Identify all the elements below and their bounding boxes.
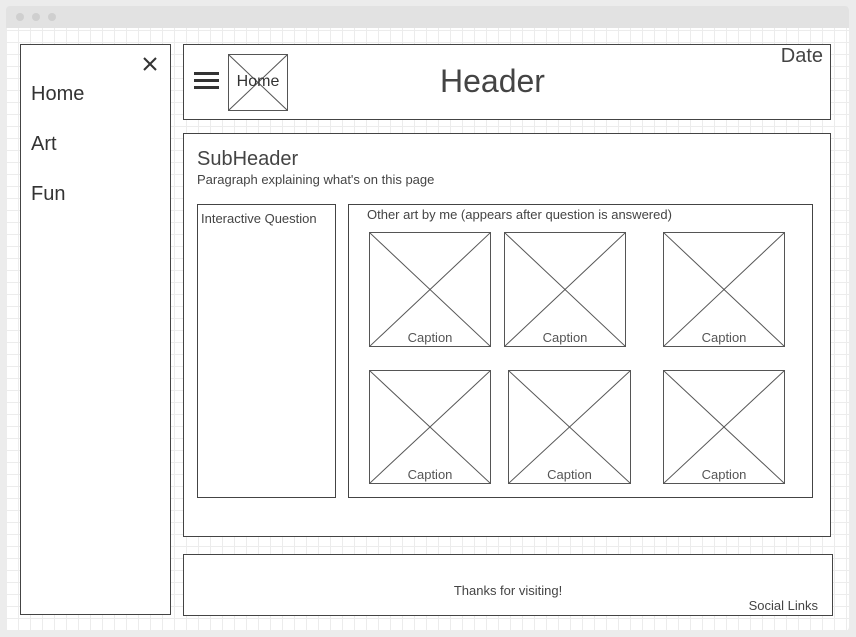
art-thumbnail[interactable]: Caption: [663, 232, 785, 347]
art-thumbnail[interactable]: Caption: [663, 370, 785, 484]
image-placeholder-icon: [370, 233, 490, 346]
image-placeholder-icon: [505, 233, 625, 346]
footer-thanks: Thanks for visiting!: [453, 583, 563, 598]
sidebar-item-art[interactable]: Art: [31, 133, 57, 155]
sidebar-item-fun[interactable]: Fun: [31, 183, 66, 205]
page-title: Header: [440, 63, 545, 99]
footer: Thanks for visiting! Social Links: [183, 554, 833, 616]
art-gallery-panel: Other art by me (appears after question …: [348, 204, 813, 498]
art-caption: Caption: [547, 467, 592, 482]
art-caption: Caption: [407, 330, 453, 345]
sidebar-item-home[interactable]: Home: [31, 83, 85, 105]
home-logo-label: Home: [236, 73, 280, 90]
image-placeholder-icon: [229, 55, 287, 110]
browser-window: Home Art Fun Home Header Date SubHeader …: [6, 6, 849, 631]
social-links[interactable]: Social Links: [748, 598, 818, 613]
image-placeholder-icon: [664, 233, 784, 346]
hamburger-icon[interactable]: [194, 70, 220, 92]
art-thumbnail[interactable]: Caption: [369, 232, 491, 347]
art-caption: Caption: [407, 467, 453, 482]
image-placeholder-icon: [370, 371, 490, 483]
window-control-dot[interactable]: [32, 13, 40, 21]
art-thumbnail[interactable]: Caption: [504, 232, 626, 347]
page-description: Paragraph explaining what's on this page: [197, 172, 435, 187]
window-control-dot[interactable]: [16, 13, 24, 21]
image-placeholder-icon: [509, 371, 630, 483]
interactive-question-panel[interactable]: Interactive Question: [197, 204, 336, 498]
window-titlebar: [6, 6, 849, 28]
art-thumbnail[interactable]: Caption: [508, 370, 631, 484]
home-logo-button[interactable]: Home: [228, 54, 288, 111]
art-caption: Caption: [542, 330, 588, 345]
date-label: Date: [780, 45, 823, 67]
window-control-dot[interactable]: [48, 13, 56, 21]
art-gallery-title: Other art by me (appears after question …: [367, 207, 672, 222]
art-thumbnail[interactable]: Caption: [369, 370, 491, 484]
subheader: SubHeader: [197, 148, 299, 170]
close-icon[interactable]: [141, 55, 159, 73]
image-placeholder-icon: [664, 371, 784, 483]
main-content: SubHeader Paragraph explaining what's on…: [183, 133, 831, 537]
sidebar: Home Art Fun: [20, 44, 171, 615]
art-caption: Caption: [701, 330, 747, 345]
art-caption: Caption: [701, 467, 747, 482]
header-bar: Home Header Date: [183, 44, 831, 120]
interactive-question-label: Interactive Question: [201, 211, 317, 226]
